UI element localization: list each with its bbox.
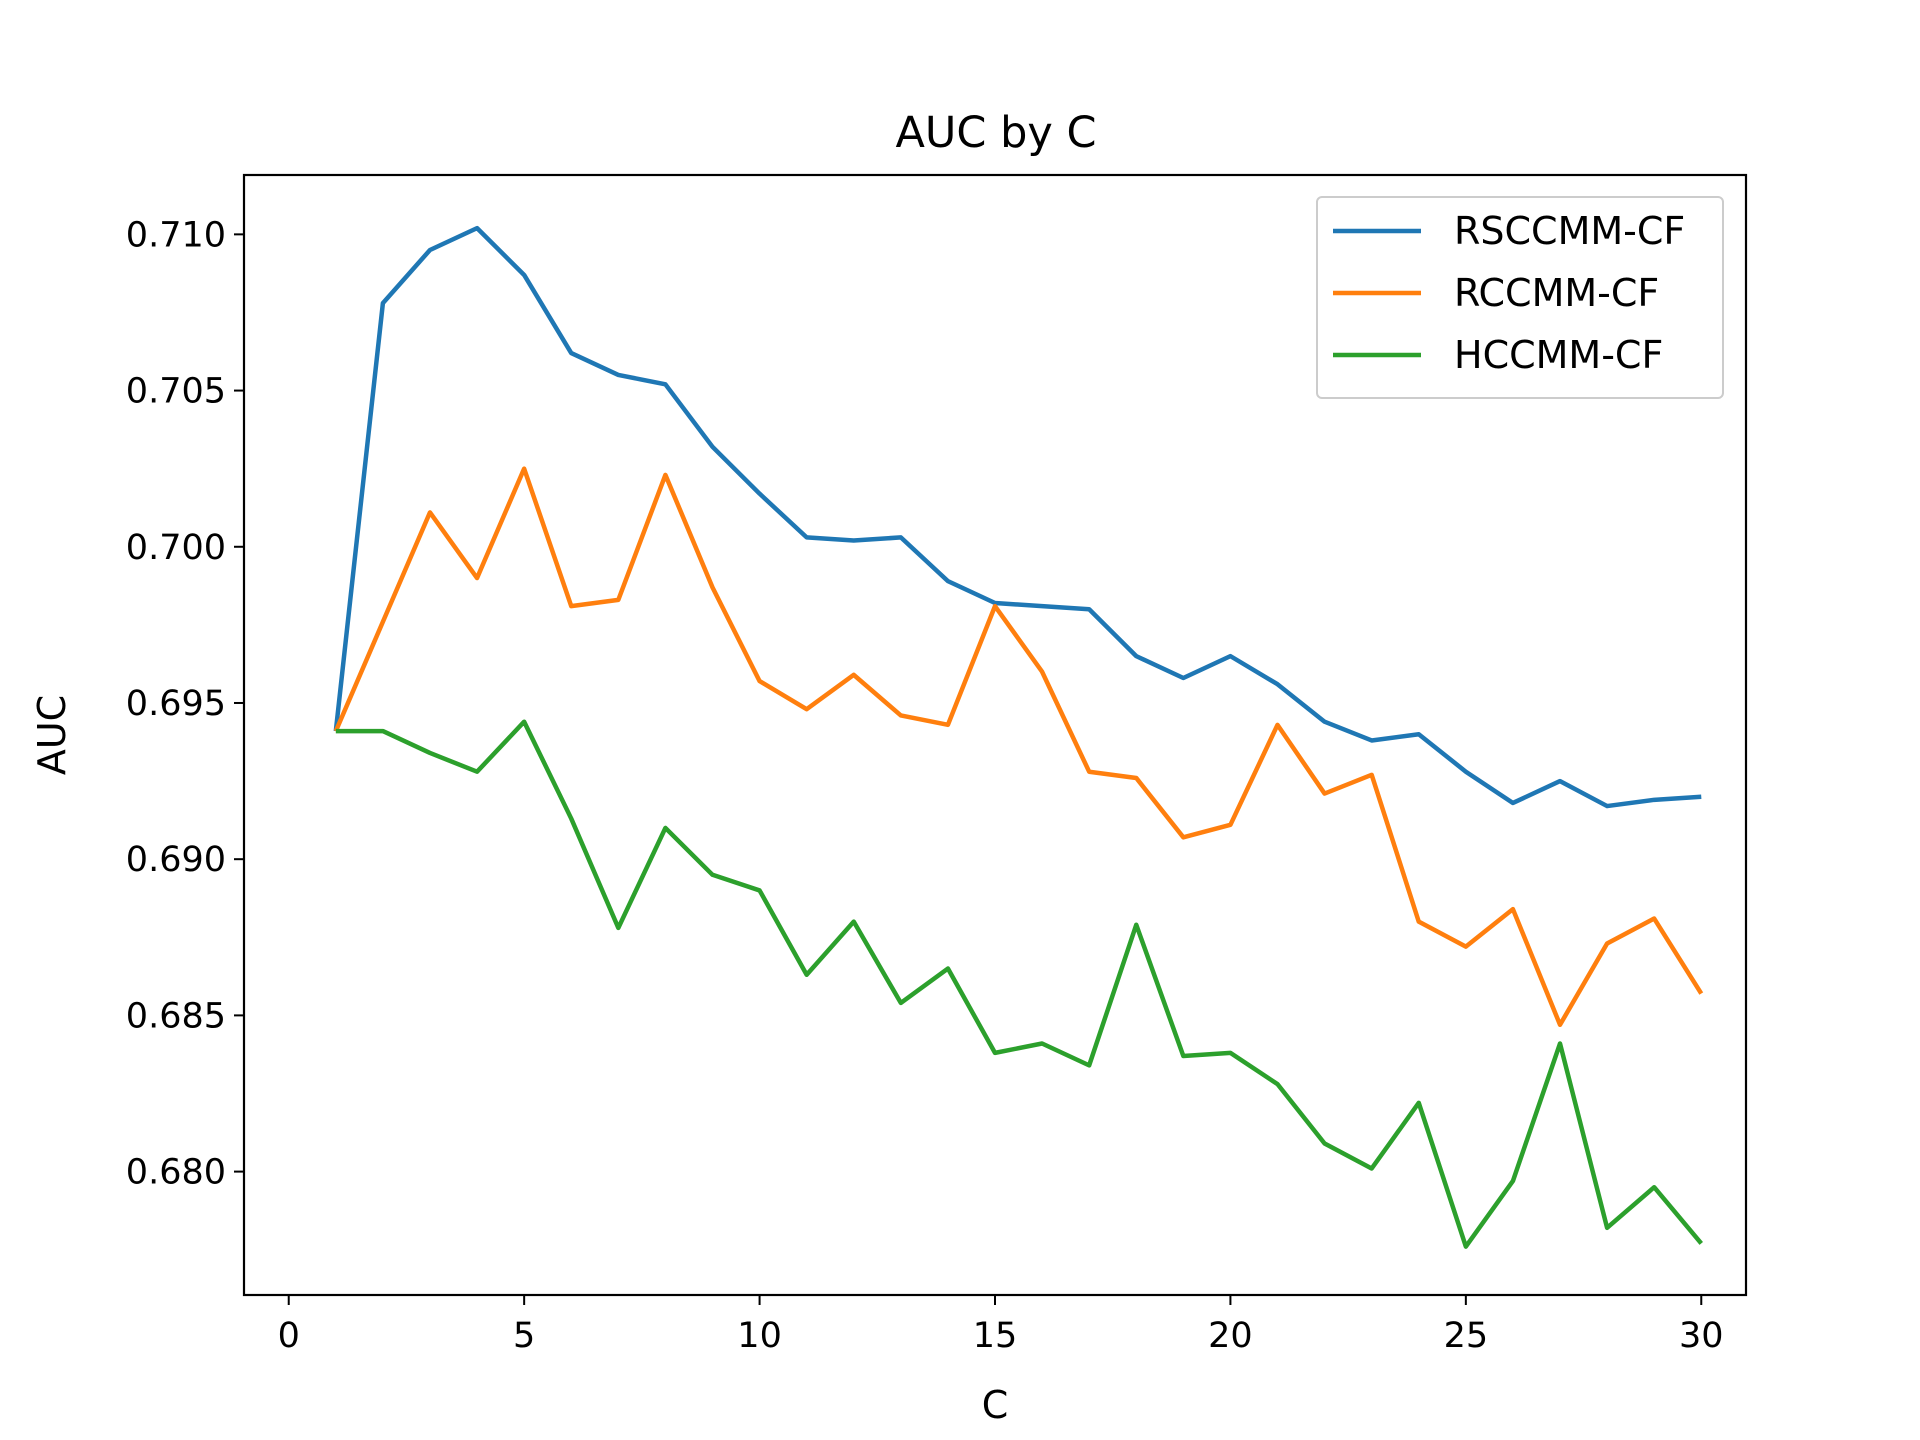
legend: RSCCMM-CF RCCMM-CF HCCMM-CF (1316, 196, 1724, 399)
plot-lines (333, 225, 1704, 1249)
x-tick-label: 20 (1208, 1316, 1253, 1356)
x-tick-label: 30 (1679, 1316, 1724, 1356)
y-tick-label: 0.680 (126, 1153, 226, 1193)
chart-title: AUC by C (895, 108, 1096, 158)
y-axis: 0.680 0.685 0.690 0.695 0.700 0.705 0.710 (126, 215, 244, 1193)
x-axis: 0 5 10 15 20 25 30 (278, 1295, 1724, 1356)
x-tick-label: 10 (737, 1316, 782, 1356)
legend-box (1316, 196, 1724, 399)
y-axis-label: AUC (30, 695, 74, 775)
y-tick-label: 0.695 (126, 684, 226, 724)
y-tick-label: 0.690 (126, 840, 226, 880)
x-tick-label: 25 (1444, 1316, 1489, 1356)
legend-label-rsccmm-cf: RSCCMM-CF (1454, 209, 1685, 253)
x-tick-label: 5 (513, 1316, 535, 1356)
x-axis-label: C (982, 1383, 1009, 1427)
series-line-rccmm-cf (333, 466, 1704, 1028)
series-line-rsccmm-cf (333, 225, 1702, 809)
y-tick-label: 0.700 (126, 528, 226, 568)
series-line-hccmm-cf (335, 719, 1703, 1249)
legend-label-rccmm-cf: RCCMM-CF (1454, 271, 1659, 315)
x-tick-label: 15 (973, 1316, 1018, 1356)
x-tick-label: 0 (278, 1316, 300, 1356)
legend-label-hccmm-cf: HCCMM-CF (1454, 333, 1663, 377)
y-tick-label: 0.710 (126, 215, 226, 255)
y-tick-label: 0.685 (126, 996, 226, 1036)
y-tick-label: 0.705 (126, 372, 226, 412)
